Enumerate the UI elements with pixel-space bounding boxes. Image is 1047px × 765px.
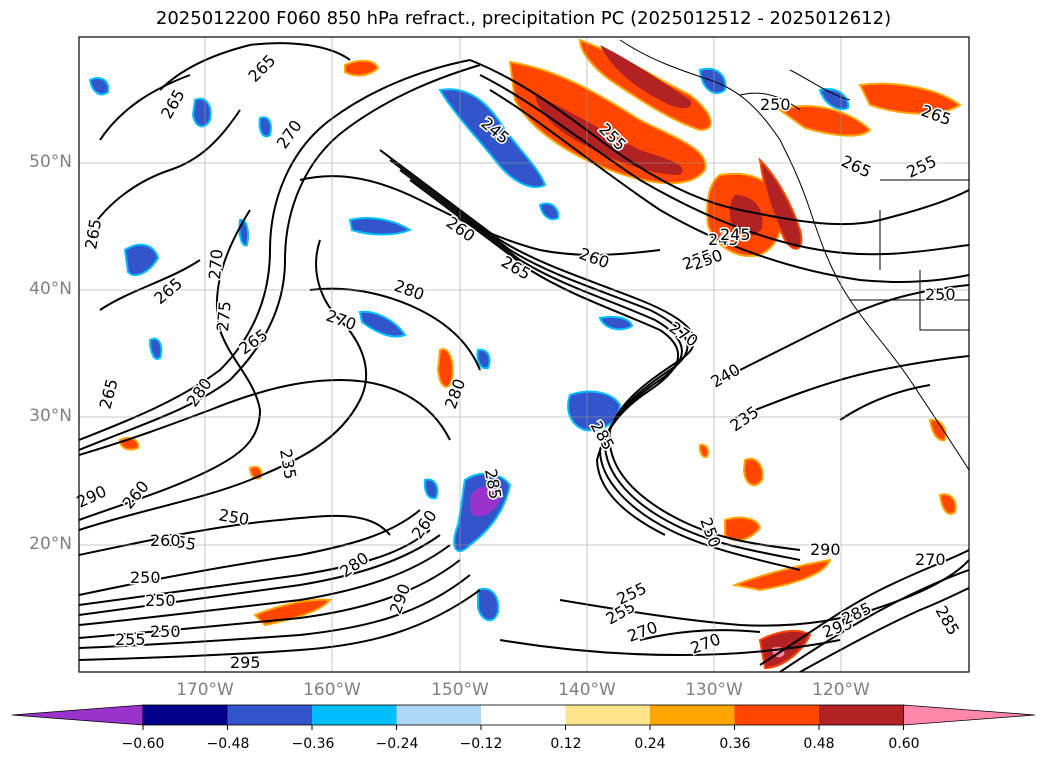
lon-label-130w: 130°W bbox=[685, 680, 743, 700]
contour-label: 290 bbox=[810, 540, 841, 559]
colorbar-segment bbox=[312, 705, 397, 725]
contour-label: 245 bbox=[708, 230, 739, 249]
contour-label: 270 bbox=[915, 550, 946, 569]
colorbar-segment bbox=[227, 705, 312, 725]
colorbar-segment bbox=[143, 705, 228, 725]
colorbar-segment bbox=[481, 705, 566, 725]
colorbar-tick-label: −0.36 bbox=[291, 736, 335, 752]
contour-label: 250 bbox=[145, 591, 176, 610]
lon-label-120w: 120°W bbox=[812, 680, 870, 700]
colorbar-extend-high bbox=[903, 704, 1036, 726]
colorbar-tick-label: 0.24 bbox=[634, 736, 666, 752]
colorbar-tick-label: 0.48 bbox=[803, 736, 835, 752]
colorbar-tick-label: −0.24 bbox=[375, 736, 419, 752]
lat-label-50n: 50°N bbox=[29, 152, 72, 172]
contour-label: 295 bbox=[230, 653, 261, 672]
colorbar-segment bbox=[734, 705, 819, 725]
contour-label: 245 bbox=[720, 225, 751, 244]
colorbar-tick-label: 0.60 bbox=[888, 736, 920, 752]
contour-label: 250 bbox=[130, 568, 161, 587]
refractivity-contours bbox=[79, 42, 969, 672]
lat-label-30n: 30°N bbox=[29, 406, 72, 426]
contour-label: 270 bbox=[205, 248, 227, 280]
colorbar-tick-label: 0.12 bbox=[550, 736, 582, 752]
colorbar-extend-low bbox=[11, 704, 144, 726]
contour-label: 255 bbox=[115, 630, 146, 649]
contour-label: 260 bbox=[150, 531, 181, 550]
colorbar-segment bbox=[396, 705, 481, 725]
contour-label: 250 bbox=[925, 285, 956, 304]
colorbar-segment bbox=[819, 705, 904, 725]
colorbar-tick-label: −0.48 bbox=[206, 736, 250, 752]
colorbar-tick-label: −0.60 bbox=[121, 736, 165, 752]
colorbar-tick-label: 0.36 bbox=[719, 736, 751, 752]
precip-shading bbox=[88, 38, 962, 670]
map-title: 2025012200 F060 850 hPa refract., precip… bbox=[155, 8, 892, 29]
contour-label: 275 bbox=[213, 300, 235, 332]
graticule bbox=[79, 37, 969, 672]
colorbar-tick-label: −0.12 bbox=[459, 736, 503, 752]
lon-label-160w: 160°W bbox=[303, 680, 361, 700]
lat-label-40n: 40°N bbox=[29, 279, 72, 299]
lon-label-170w: 170°W bbox=[176, 680, 234, 700]
contour-label: 250 bbox=[760, 95, 791, 114]
colorbar-outline bbox=[142, 704, 904, 726]
lon-label-140w: 140°W bbox=[558, 680, 616, 700]
lon-label-150w: 150°W bbox=[431, 680, 489, 700]
colorbar-segment bbox=[650, 705, 735, 725]
colorbar-segment bbox=[565, 705, 650, 725]
lat-label-20n: 20°N bbox=[29, 534, 72, 554]
coastline bbox=[619, 39, 969, 471]
colorbar bbox=[11, 704, 1036, 730]
contour-label: 250 bbox=[150, 622, 181, 641]
